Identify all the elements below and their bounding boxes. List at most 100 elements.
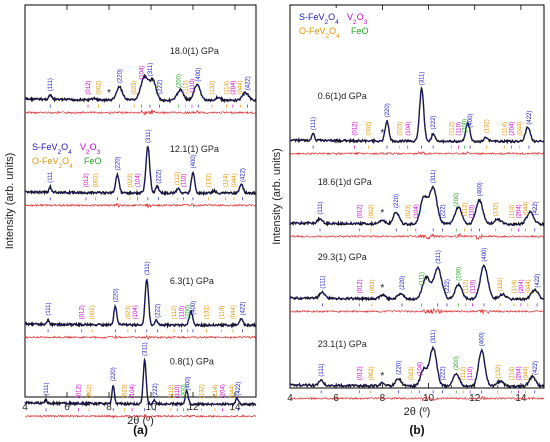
hkl-label: (220) <box>397 361 403 375</box>
hkl-label: (422) <box>533 361 539 375</box>
hkl-label: (132) <box>498 277 504 291</box>
hkl-label: (023) <box>126 305 132 319</box>
hkl-label: (220) <box>394 194 400 208</box>
hkl-label: (422) <box>527 111 533 125</box>
x-tick-label: 10 <box>145 402 157 413</box>
difference-line <box>289 395 545 402</box>
pattern-0: (111)(012)(002)(220)(023)(104)(311)(222)… <box>24 46 257 116</box>
hkl-label: (132) <box>199 384 205 398</box>
hkl-label: (104) <box>406 122 412 136</box>
hkl-label: (104) <box>417 362 423 376</box>
impurity-star: * <box>107 88 111 99</box>
hkl-label: (012) <box>353 122 359 136</box>
hkl-label: (422) <box>246 76 252 90</box>
hkl-label: (111) <box>44 383 50 396</box>
calculated-line <box>289 88 544 142</box>
hkl-label: (111) <box>420 272 426 285</box>
hkl-label: (311) <box>431 330 437 344</box>
hkl-label: (311) <box>145 261 151 275</box>
hkl-label: (111) <box>46 303 52 316</box>
hkl-label: (132) <box>210 81 216 95</box>
hkl-label: (204) <box>231 81 237 95</box>
hkl-label: (114) <box>224 174 230 188</box>
hkl-label: (132) <box>205 305 211 319</box>
hkl-label: (422) <box>240 302 246 316</box>
hkl-label: (012) <box>357 279 363 293</box>
hkl-label: (112) <box>169 385 175 399</box>
hkl-label: (110) <box>175 385 181 399</box>
legend-entry: V2O3 <box>347 12 368 26</box>
observed-line <box>289 85 545 145</box>
hkl-label: (220) <box>113 288 119 302</box>
hkl-label: (132) <box>484 119 490 133</box>
hkl-label: (132) <box>207 173 213 187</box>
hkl-label: (104) <box>130 384 136 398</box>
hkl-label: (400) <box>468 114 474 128</box>
hkl-label: (112) <box>450 122 456 136</box>
hkl-label: (132) <box>496 365 502 379</box>
hkl-label: (023) <box>128 173 134 187</box>
hkl-label: (204) <box>517 366 523 380</box>
hkl-label: (002) <box>93 173 99 187</box>
hkl-label: (111) <box>48 78 54 91</box>
legend-entry: S-FeV2O4 <box>299 12 339 26</box>
hkl-label: (044) <box>518 122 524 136</box>
hkl-label: (204) <box>517 204 523 218</box>
hkl-label: (222) <box>157 80 163 94</box>
hkl-label: (200) <box>186 305 192 319</box>
hkl-label: (114) <box>213 385 219 399</box>
y-axis-label: Intensity (arb. units) <box>271 148 283 245</box>
hkl-label: (012) <box>357 204 363 218</box>
pattern-0: (111)(012)(002)(220)(023)(104)(311)(222)… <box>289 72 545 156</box>
hkl-label: (422) <box>535 274 541 288</box>
hkl-label: (110) <box>469 205 475 219</box>
difference-line <box>289 307 545 315</box>
hkl-label: (002) <box>97 81 103 95</box>
hkl-label: (012) <box>357 366 363 380</box>
legend-entry: O-FeV2O4 <box>299 26 340 40</box>
pattern-1: (111) (012) (002)(220)(023) (104)(311)(222)… <box>289 170 545 240</box>
hkl-label: (044) <box>231 305 237 319</box>
pattern-2: (111) (012) (002) (220) (023) (104) (311) (222)… <box>24 261 257 340</box>
panel-label: (a) <box>133 423 148 437</box>
hkl-label: (220) <box>118 69 124 83</box>
hkl-label: (220) <box>111 367 117 381</box>
x-tick-label: 8 <box>106 402 112 413</box>
hkl-label: (044) <box>230 384 236 398</box>
hkl-label: (012) <box>77 384 83 398</box>
legend-box <box>295 8 379 40</box>
legend-entry: FeO <box>84 156 102 166</box>
observed-line <box>289 264 545 302</box>
hkl-label: (200) <box>457 267 463 281</box>
hkl-label: (311) <box>420 72 426 86</box>
calculated-line <box>25 146 256 194</box>
hkl-label: (112) <box>172 306 178 320</box>
hkl-label: (023) <box>406 204 412 218</box>
hkl-label: (044) <box>238 81 244 95</box>
calculated-line <box>290 265 545 300</box>
hkl-label: (114) <box>510 367 516 381</box>
hkl-label: (311) <box>431 170 437 184</box>
pressure-label: 0.6(1)d GPa <box>318 91 367 101</box>
calculated-line <box>25 359 256 405</box>
hkl-label: (023) <box>409 366 415 380</box>
hkl-label: (222) <box>440 366 446 380</box>
hkl-label: (104) <box>135 173 141 187</box>
hkl-label: (220) <box>385 103 391 117</box>
hkl-label: (012) <box>86 81 92 95</box>
pressure-label: 18.0(1) GPa <box>170 46 219 56</box>
hkl-label: (002) <box>369 366 375 380</box>
legend-box <box>28 140 110 172</box>
calculated-line <box>24 75 257 101</box>
hkl-label: (023) <box>398 122 404 136</box>
hkl-label: (110) <box>457 122 463 136</box>
hkl-label: (044) <box>524 201 530 215</box>
x-tick-label: 12 <box>187 402 199 413</box>
pressure-label: 29.3(1) GPa <box>318 252 367 262</box>
hkl-label: (112) <box>175 172 181 186</box>
pattern-1: (111) (012) (002)(220)(023) (104)(311)(222)… <box>24 129 257 209</box>
calculated-line <box>290 347 544 387</box>
legend-entry: V2O3 <box>80 142 101 156</box>
